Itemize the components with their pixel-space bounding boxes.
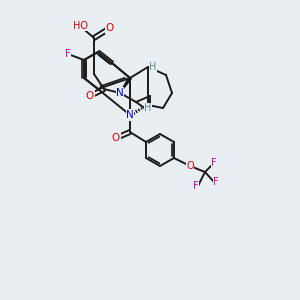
Polygon shape xyxy=(120,77,131,93)
Text: F: F xyxy=(193,181,199,191)
Text: O: O xyxy=(106,23,114,33)
Text: O: O xyxy=(186,161,194,171)
Text: N: N xyxy=(126,110,134,120)
Text: N: N xyxy=(116,88,124,98)
Text: F: F xyxy=(211,158,217,168)
Text: H: H xyxy=(149,62,157,72)
Text: F: F xyxy=(213,177,219,187)
Text: HO: HO xyxy=(73,21,88,31)
Text: H: H xyxy=(144,103,152,113)
Text: O: O xyxy=(86,91,94,101)
Text: F: F xyxy=(65,49,71,59)
Text: O: O xyxy=(112,133,120,143)
